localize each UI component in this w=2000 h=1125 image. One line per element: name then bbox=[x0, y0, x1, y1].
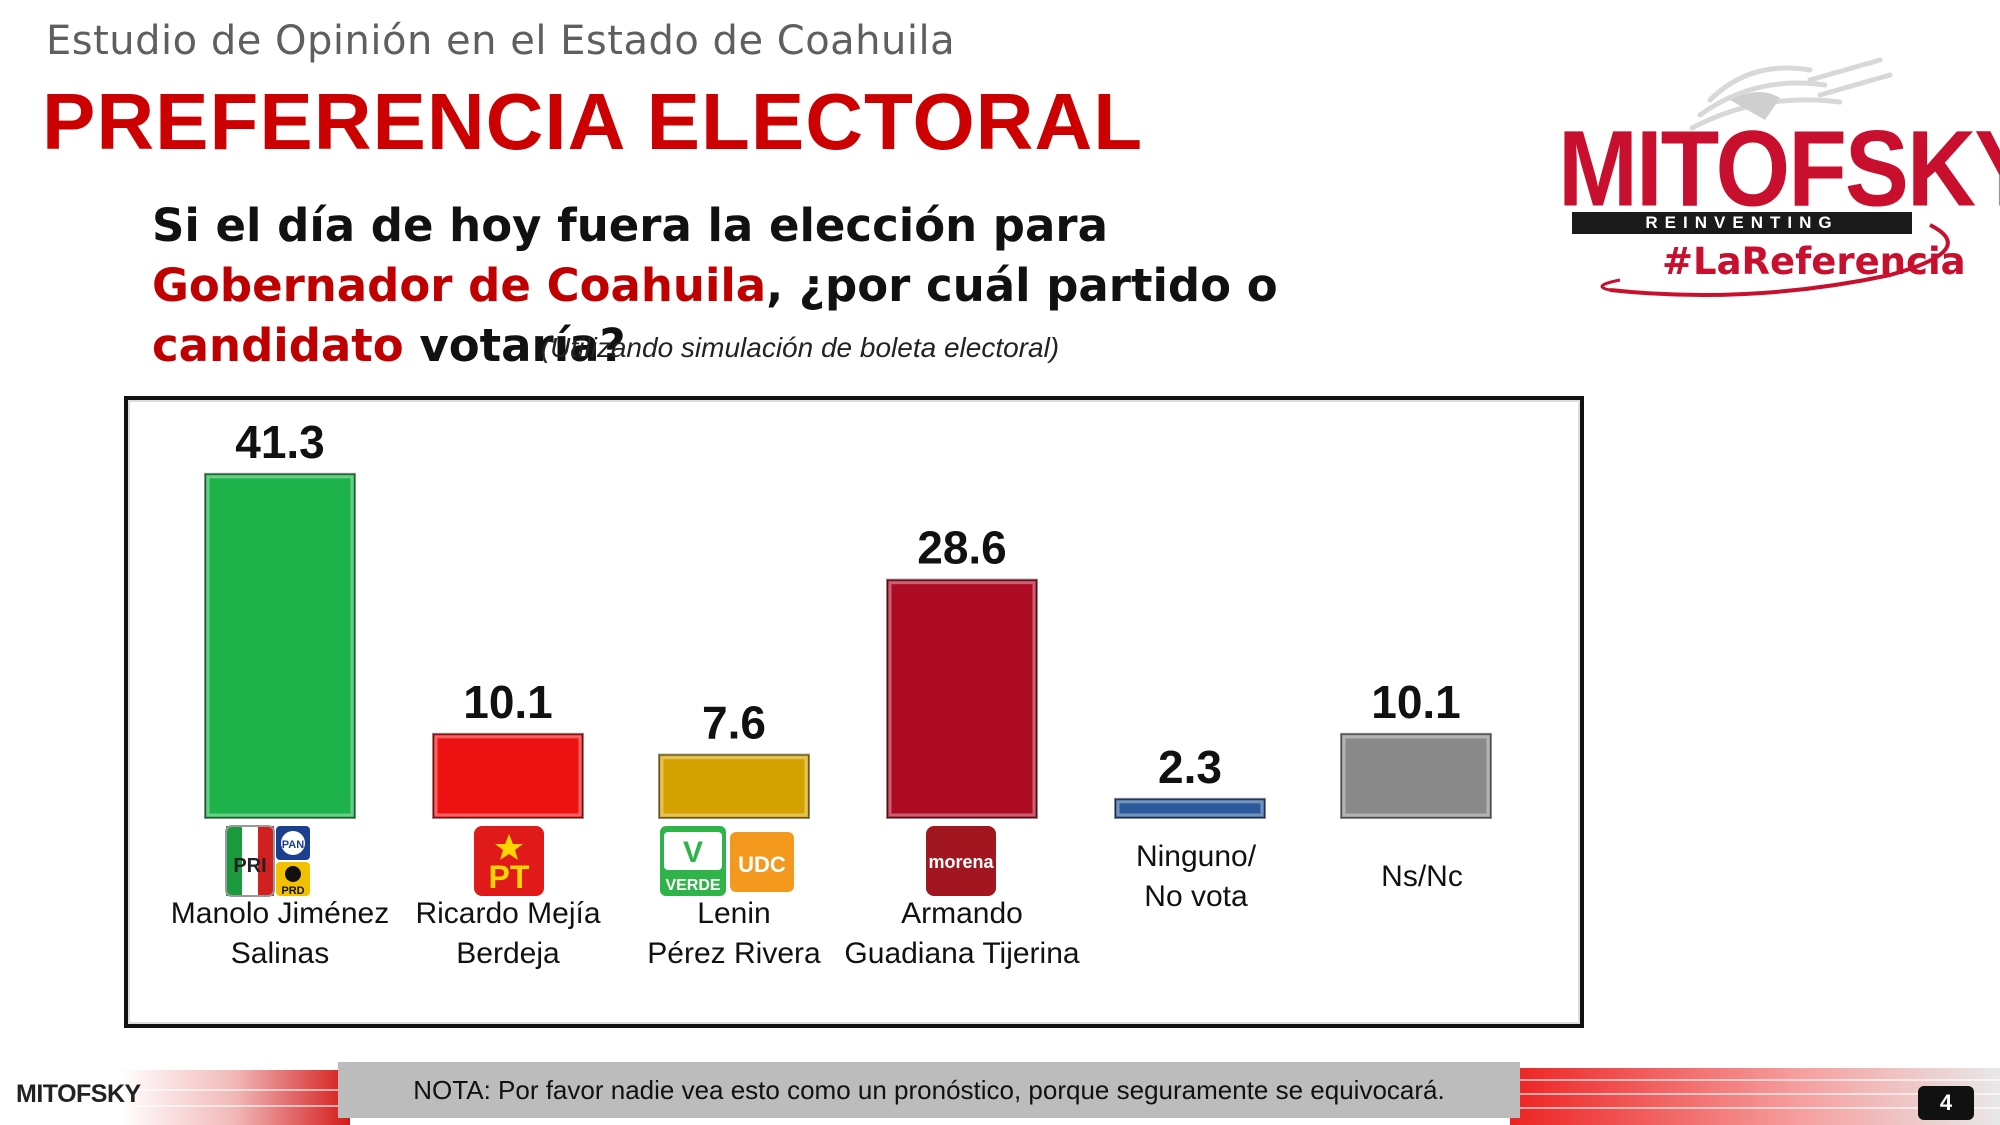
question-text-1: Si el día de hoy fuera la elección para bbox=[152, 199, 1108, 252]
chart-frame: 41.3 Manolo Jiménez Salinas 10.1 Ricardo Mej… bbox=[124, 396, 1584, 1028]
morena-logo bbox=[926, 826, 996, 896]
bar-3 bbox=[886, 578, 1038, 819]
page-number: 4 bbox=[1918, 1086, 1974, 1120]
category-label-3-0: Armando bbox=[901, 897, 1023, 930]
pri-logo-red bbox=[258, 826, 274, 896]
bar-2 bbox=[658, 753, 810, 819]
pt-logo bbox=[474, 826, 544, 896]
page-title: PREFERENCIA ELECTORAL bbox=[42, 77, 1144, 166]
methodology-note: (Utilizando simulación de boleta elector… bbox=[540, 332, 1060, 363]
bar-5 bbox=[1340, 732, 1492, 820]
verde-logo-inner bbox=[664, 832, 722, 870]
logo-hashtag: #LaReferencia bbox=[1662, 240, 1966, 283]
bar-4 bbox=[1114, 797, 1266, 820]
bar-highlight-1 bbox=[434, 735, 582, 817]
value-label-3: 28.6 bbox=[917, 522, 1007, 574]
value-label-2: 7.6 bbox=[702, 697, 766, 749]
bar-chart: 41.3 Manolo Jiménez Salinas 10.1 Ricardo Mej… bbox=[171, 416, 1492, 970]
category-label-2-1: Pérez Rivera bbox=[647, 937, 821, 970]
category-label-0-0: Manolo Jiménez bbox=[171, 897, 389, 930]
question-text-2: , ¿por cuál partido o bbox=[766, 259, 1278, 312]
value-label-1: 10.1 bbox=[463, 676, 553, 728]
supertitle: Estudio de Opinión en el Estado de Coahu… bbox=[46, 18, 956, 64]
pt-logo-star bbox=[495, 834, 523, 860]
pri-logo-text: PRI bbox=[233, 855, 266, 877]
logo-brand: MITOFSKY bbox=[1558, 109, 2000, 229]
prd-logo-text: PRD bbox=[281, 885, 304, 897]
bar-highlight-4 bbox=[1116, 800, 1264, 817]
pt-logo-text: PT bbox=[489, 859, 530, 895]
udc-logo bbox=[730, 832, 794, 892]
category-label-4-1: No vota bbox=[1144, 880, 1248, 913]
footer-logo: MITOFSKY bbox=[16, 1080, 141, 1108]
pri-logo-green bbox=[226, 826, 242, 896]
value-label-0: 41.3 bbox=[235, 416, 325, 468]
prd-logo-sun bbox=[285, 866, 301, 882]
pri-logo-border bbox=[225, 825, 275, 897]
bar-highlight-0 bbox=[206, 475, 354, 817]
question-highlight-candidato: candidato bbox=[152, 319, 404, 372]
category-label-2-0: Lenin bbox=[697, 897, 770, 930]
bar-1 bbox=[432, 732, 584, 820]
morena-logo-text: morena bbox=[928, 852, 994, 872]
udc-logo-text: UDC bbox=[738, 852, 786, 877]
category-label-4-0: Ninguno/ bbox=[1136, 840, 1257, 873]
value-label-5: 10.1 bbox=[1371, 676, 1461, 728]
bar-highlight-5 bbox=[1342, 735, 1490, 817]
pan-logo-text: PAN bbox=[282, 839, 304, 851]
pan-logo-circle bbox=[281, 831, 305, 855]
bar-highlight-2 bbox=[660, 756, 808, 817]
category-label-0-1: Salinas bbox=[231, 937, 329, 970]
category-label-5-0: Ns/Nc bbox=[1381, 860, 1463, 893]
question-text-3: votaría? bbox=[403, 319, 626, 372]
value-label-4: 2.3 bbox=[1158, 741, 1222, 793]
bar-highlight-3 bbox=[888, 581, 1036, 817]
category-label-1-0: Ricardo Mejía bbox=[415, 897, 600, 930]
logo-tagline: REINVENTING RESEARCH bbox=[1572, 212, 1912, 254]
category-label-3-1: Guadiana Tijerina bbox=[844, 937, 1079, 970]
mitofsky-logo-graphic bbox=[1600, 57, 1950, 297]
footer-note: NOTA: Por favor nadie vea esto como un p… bbox=[338, 1062, 1520, 1118]
category-label-1-1: Berdeja bbox=[456, 937, 560, 970]
survey-question: Si el día de hoy fuera la elección para … bbox=[152, 196, 1402, 376]
verde-logo-text: VERDE bbox=[665, 877, 720, 894]
verde-logo-mark: V bbox=[683, 836, 703, 869]
question-highlight-gobernador: Gobernador de Coahuila bbox=[152, 259, 767, 312]
bar-0 bbox=[204, 472, 356, 819]
